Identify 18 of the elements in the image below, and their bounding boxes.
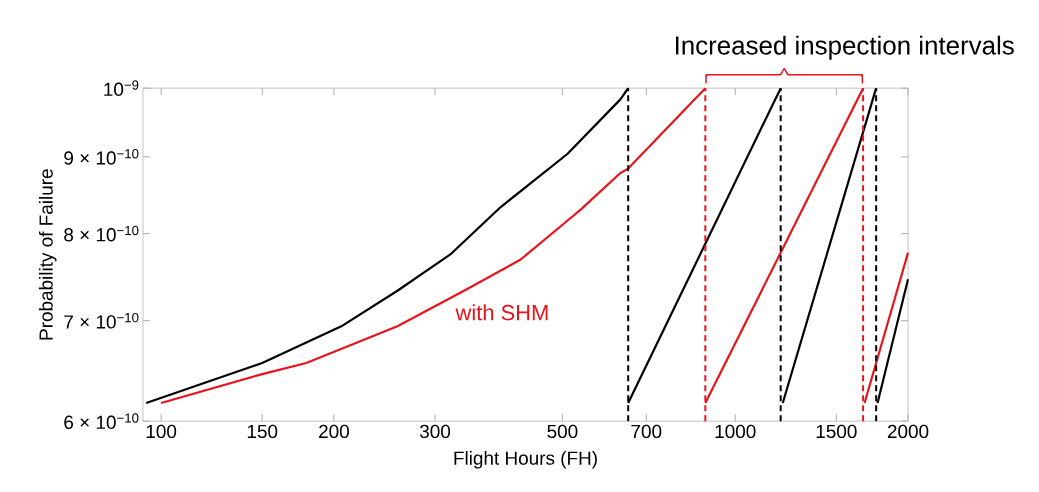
x-tick-label: 300 <box>419 424 451 439</box>
x-tick-label: 500 <box>547 424 578 439</box>
x-tick-label: 700 <box>631 424 662 439</box>
y-tick-label: 6 × 10$^{−10}$ <box>64 413 139 430</box>
x-axis-title: Flight Hours (FH) <box>454 450 597 469</box>
y-tick-label: 10$^{−9}$ <box>104 80 139 97</box>
y-tick-label: 9 × 10$^{−10}$ <box>64 149 139 165</box>
y-axis-title: Probability of Failure <box>38 169 57 340</box>
y-tick-label: 8 × 10$^{−10}$ <box>64 225 139 242</box>
x-tick-label: 2000 <box>887 424 929 439</box>
x-tick-label: 150 <box>247 424 278 439</box>
x-tick-label: 100 <box>146 424 177 439</box>
x-tick-label: 1500 <box>816 424 857 439</box>
x-tick-label: 1000 <box>715 424 756 439</box>
series-label: with SHM <box>455 304 548 321</box>
x-tick-label: 200 <box>319 424 349 439</box>
y-tick-label: 7 × 10$^{−10}$ <box>64 312 139 329</box>
text: Increased inspection intervals <box>675 35 1014 60</box>
